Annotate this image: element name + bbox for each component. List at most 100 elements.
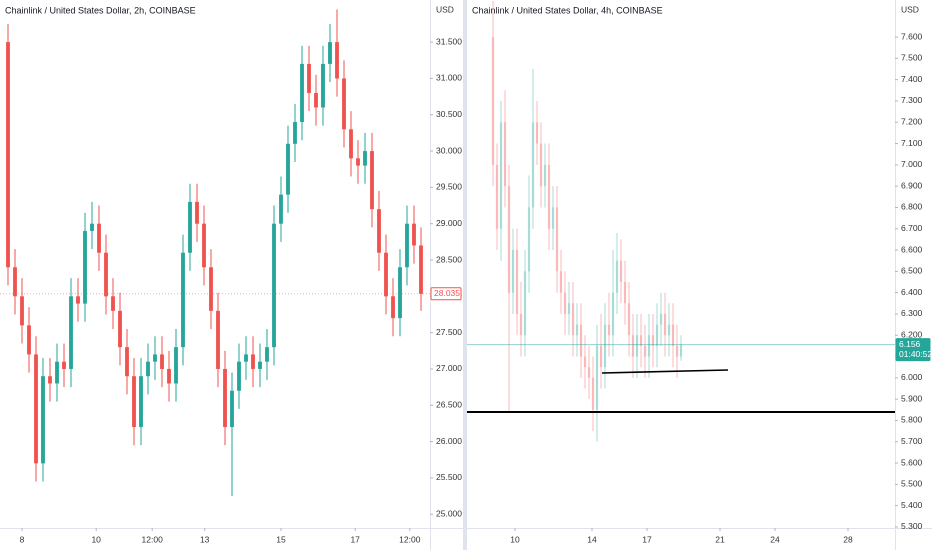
candle-body [627, 303, 631, 336]
candle-body [563, 292, 567, 314]
candle-body [55, 361, 59, 384]
y-tick-label: 25.000 [436, 508, 462, 518]
y-tick-label: 7.100 [901, 138, 923, 148]
y-tick-label: 7.200 [901, 117, 923, 127]
candle-body [651, 335, 655, 346]
candle-body [623, 281, 627, 304]
candle-body [551, 207, 555, 229]
candle-body [356, 158, 360, 166]
y-tick-label: 26.000 [436, 436, 462, 446]
candle-body [307, 63, 311, 93]
candle-body [181, 252, 185, 348]
candle-body [48, 376, 52, 384]
candle-body [118, 310, 122, 348]
chart-left: 25.000 25.500 26.000 26.500 27.000 27.500 28.0… [0, 4, 462, 544]
x-tick-label: 21 [715, 534, 725, 544]
candle-body [519, 313, 523, 336]
candle-body [125, 347, 129, 377]
candle-body [265, 347, 269, 362]
x-tick-label: 10 [91, 534, 101, 544]
trend-line [601, 369, 729, 374]
candle-body [244, 354, 248, 362]
candle-body [391, 296, 395, 319]
price-label: 28.035 [434, 288, 460, 298]
y-tick-label: 7.000 [901, 159, 923, 169]
candle-body [377, 209, 381, 253]
y-tick-label: 28.500 [436, 254, 462, 264]
candle-body [575, 324, 579, 336]
y-tick-label: 5.500 [901, 479, 923, 489]
candle-body [535, 122, 539, 144]
candle-body [527, 207, 531, 272]
chart-right: 5.300 5.400 5.500 5.600 5.700 5.800 5.900 6.000… [467, 0, 923, 544]
candle-body [667, 324, 671, 336]
x-tick-label: 10 [510, 534, 520, 544]
candle-body [419, 245, 423, 294]
price-badge [430, 287, 462, 301]
candle-body [139, 376, 143, 428]
candles [6, 9, 423, 497]
candle-body [591, 377, 595, 410]
candle-body [27, 325, 31, 355]
candle-body [635, 335, 639, 357]
candle-body [643, 345, 647, 357]
y-tick-label: 6.200 [901, 329, 923, 339]
y-tick-label: 27.000 [436, 363, 462, 373]
candle-body [412, 223, 416, 246]
y-tick-label: 7.400 [901, 74, 923, 84]
candle-body [293, 122, 297, 144]
y-tick-label: 5.400 [901, 500, 923, 510]
candle-body [363, 151, 367, 166]
candle-body [384, 252, 388, 297]
candle-body [663, 313, 667, 336]
candle-body [167, 368, 171, 384]
y-tick-label: 6.800 [901, 202, 923, 212]
candle-body [209, 267, 213, 311]
candle-body [631, 335, 635, 357]
candle-body [587, 367, 591, 378]
candle-body [300, 63, 304, 123]
x-tick-label: 28 [843, 534, 853, 544]
chart-title: Chainlink / United States Dollar, 2h, CO… [5, 5, 196, 15]
y-tick-label: 26.500 [436, 400, 462, 410]
candle-body [83, 230, 87, 304]
candle-body [223, 368, 227, 428]
y-tick-label: 7.600 [901, 31, 923, 41]
candle-body [671, 324, 675, 346]
y-tick-label: 30.000 [436, 145, 462, 155]
candle-body [499, 122, 503, 229]
x-tick-label: 12:00 [399, 534, 421, 544]
candle-body [595, 345, 599, 410]
candle-body [230, 390, 234, 428]
y-tick-label: 5.700 [901, 436, 923, 446]
candle-body [314, 92, 318, 108]
candle-body [195, 201, 199, 224]
candle-body [328, 42, 332, 64]
y-tick-label: 5.600 [901, 457, 923, 467]
candles [491, 0, 683, 442]
countdown: 01:40:52 [899, 349, 932, 359]
candle-body [76, 296, 80, 304]
price-badge [895, 338, 931, 362]
y-tick-label: 5.300 [901, 521, 923, 531]
x-tick-label: 8 [20, 534, 25, 544]
y-tick-label: 31.000 [436, 73, 462, 83]
candle-body [335, 42, 339, 79]
candle-body [515, 250, 519, 314]
candle-body [543, 164, 547, 187]
candle-body [559, 271, 563, 293]
candle-body [611, 292, 615, 336]
pane-separator [463, 0, 467, 550]
y-tick-label: 29.500 [436, 182, 462, 192]
y-tick-label: 6.300 [901, 308, 923, 318]
x-tick-label: 17 [350, 534, 360, 544]
candle-body [160, 354, 164, 369]
candle-body [607, 324, 611, 336]
y-tick-label: 6.900 [901, 180, 923, 190]
candle-body [531, 122, 535, 208]
price-label: 6.156 [899, 339, 921, 349]
candle-body [251, 354, 255, 369]
candle-body [405, 223, 409, 268]
